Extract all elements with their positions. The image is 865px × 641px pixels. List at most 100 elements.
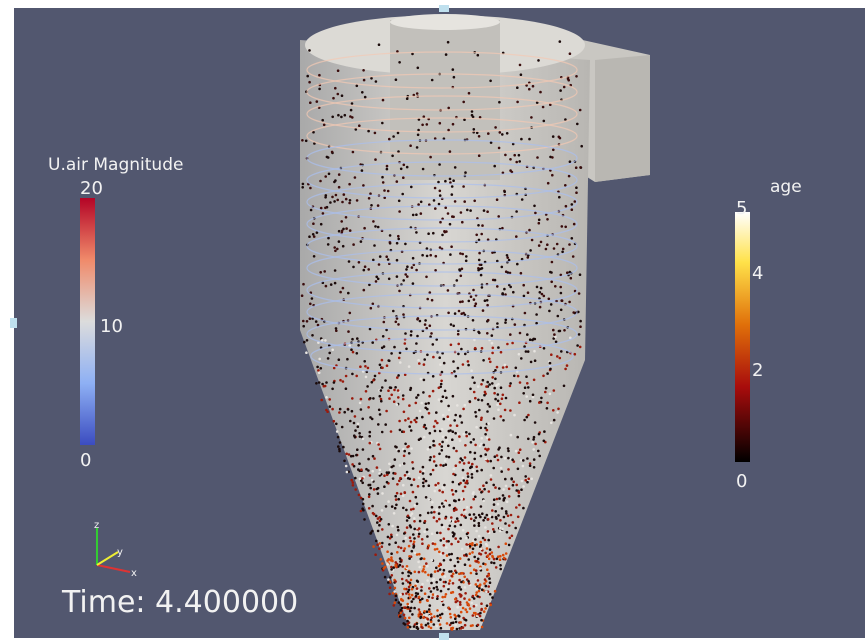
particle — [431, 559, 434, 562]
particle — [416, 503, 419, 506]
particle — [397, 374, 400, 377]
particle — [404, 273, 407, 276]
particle — [505, 397, 508, 400]
particle — [483, 488, 486, 491]
particle — [419, 613, 422, 616]
particle — [545, 387, 548, 390]
particle — [337, 114, 340, 117]
particle — [401, 565, 404, 568]
particle — [382, 99, 385, 102]
particle — [523, 295, 526, 298]
particle — [385, 255, 388, 258]
particle — [384, 576, 387, 579]
particle — [452, 531, 455, 534]
particle — [497, 215, 500, 218]
particle — [434, 187, 437, 190]
particle — [333, 420, 336, 423]
particle — [518, 504, 521, 507]
particle — [311, 334, 314, 337]
particle — [423, 363, 426, 366]
particle — [545, 248, 548, 251]
particle — [403, 588, 406, 591]
particle — [469, 388, 472, 391]
particle — [458, 573, 461, 576]
particle — [500, 456, 503, 459]
particle — [428, 395, 431, 398]
particle — [413, 540, 416, 543]
particle — [480, 455, 483, 458]
particle — [480, 274, 483, 277]
particle — [454, 432, 457, 435]
particle — [496, 403, 499, 406]
particle — [379, 364, 382, 367]
particle — [454, 537, 457, 540]
particle — [418, 608, 421, 611]
particle — [404, 332, 407, 335]
particle — [454, 500, 457, 503]
particle — [375, 515, 378, 518]
particle — [527, 350, 530, 353]
particle — [422, 472, 425, 475]
particle — [505, 485, 508, 488]
particle — [475, 572, 478, 575]
particle — [320, 367, 323, 370]
particle — [404, 243, 407, 246]
particle — [374, 225, 377, 228]
particle — [463, 576, 466, 579]
particle — [471, 473, 474, 476]
particle — [441, 371, 444, 374]
particle — [478, 524, 481, 527]
particle — [394, 386, 397, 389]
particle — [482, 519, 485, 522]
particle — [421, 583, 424, 586]
particle — [571, 203, 574, 206]
particle — [339, 291, 342, 294]
particle — [487, 403, 490, 406]
particle — [381, 542, 384, 545]
particle — [392, 135, 395, 138]
particle — [469, 552, 472, 555]
particle — [500, 351, 503, 354]
particle — [429, 604, 432, 607]
particle — [444, 459, 447, 462]
particle — [479, 445, 482, 448]
particle — [404, 443, 407, 446]
particle — [478, 154, 481, 157]
particle — [552, 135, 555, 138]
particle — [434, 269, 437, 272]
particle — [452, 68, 455, 71]
particle — [507, 447, 510, 450]
particle — [397, 235, 400, 238]
particle — [487, 460, 490, 463]
particle — [573, 223, 576, 226]
particle — [491, 382, 494, 385]
particle — [478, 585, 481, 588]
particle — [457, 561, 460, 564]
particle — [425, 427, 428, 430]
particle — [446, 586, 449, 589]
particle — [425, 327, 428, 330]
particle — [359, 478, 362, 481]
particle — [468, 92, 471, 95]
particle — [324, 385, 327, 388]
particle — [387, 536, 390, 539]
particle — [454, 617, 457, 620]
particle — [379, 542, 382, 545]
particle — [342, 380, 345, 383]
particle — [415, 269, 418, 272]
particle — [395, 599, 398, 602]
particle — [337, 445, 340, 448]
particle — [493, 387, 496, 390]
particle — [395, 565, 398, 568]
particle — [418, 527, 421, 530]
particle — [558, 330, 561, 333]
particle — [504, 478, 507, 481]
particle — [575, 191, 578, 194]
particle — [407, 575, 410, 578]
particle — [342, 287, 345, 290]
particle — [423, 358, 426, 361]
particle — [412, 546, 415, 549]
particle — [380, 558, 383, 561]
particle — [474, 538, 477, 541]
particle — [482, 379, 485, 382]
